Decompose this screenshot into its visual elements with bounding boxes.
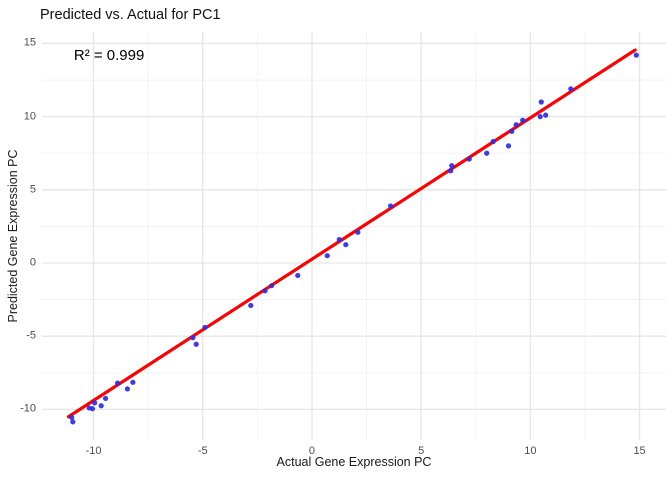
- scatter-point: [387, 203, 394, 209]
- scatter-point: [98, 403, 104, 409]
- scatter-point: [114, 380, 121, 386]
- x-tick-label: 15: [633, 445, 646, 457]
- scatter-point: [509, 128, 515, 134]
- chart-title: Predicted vs. Actual for PC1: [40, 7, 221, 23]
- r2-annotation: R² = 0.999: [73, 47, 145, 65]
- x-tick-label: -5: [197, 445, 208, 457]
- scatter-point: [130, 379, 136, 385]
- scatter-point: [69, 414, 75, 421]
- scatter-point: [92, 400, 98, 406]
- y-axis-title: Predicted Gene Expression PC: [6, 149, 20, 323]
- scatter-point: [543, 112, 549, 118]
- scatter-point: [490, 138, 496, 145]
- plot-canvas: [42, 32, 666, 440]
- plot-panel: [42, 32, 666, 440]
- x-tick-label: -10: [85, 445, 102, 457]
- scatter-point: [513, 122, 519, 128]
- scatter-point: [324, 253, 330, 259]
- x-tick-label: 5: [418, 445, 425, 457]
- y-tick-label: 5: [29, 183, 36, 196]
- scatter-point: [466, 156, 472, 162]
- scatter-point: [633, 52, 639, 58]
- scatter-point: [190, 335, 196, 341]
- scatter-point: [70, 419, 76, 425]
- scatter-point: [448, 168, 454, 174]
- scatter-point: [484, 150, 490, 156]
- scatter-point: [538, 99, 544, 105]
- x-tick-label: 10: [524, 445, 537, 457]
- scatter-point: [248, 302, 254, 309]
- scatter-point: [355, 229, 361, 235]
- y-tick-label: 15: [23, 36, 36, 49]
- scatter-point: [343, 242, 349, 248]
- trend-line: [66, 48, 637, 419]
- scatter-point: [268, 283, 275, 289]
- y-tick-label: 0: [29, 256, 36, 269]
- scatter-point: [102, 395, 109, 402]
- scatter-point: [537, 114, 543, 120]
- scatter-point: [262, 288, 268, 294]
- y-tick-label: 10: [23, 110, 36, 123]
- scatter-point: [568, 86, 574, 92]
- x-tick-label: 0: [308, 445, 316, 457]
- scatter-point: [193, 341, 199, 347]
- y-tick-label: -5: [26, 329, 36, 342]
- y-tick-label: -10: [20, 402, 36, 415]
- scatter-point: [295, 272, 301, 279]
- scatter-point: [505, 143, 512, 149]
- scatter-point: [124, 386, 130, 392]
- scatter-point: [89, 406, 96, 412]
- x-axis-title: Actual Gene Expression PC: [276, 455, 432, 469]
- scatter-point: [449, 163, 455, 169]
- scatter-point: [202, 324, 208, 331]
- scatter-point: [336, 236, 342, 243]
- scatter-point: [520, 117, 526, 123]
